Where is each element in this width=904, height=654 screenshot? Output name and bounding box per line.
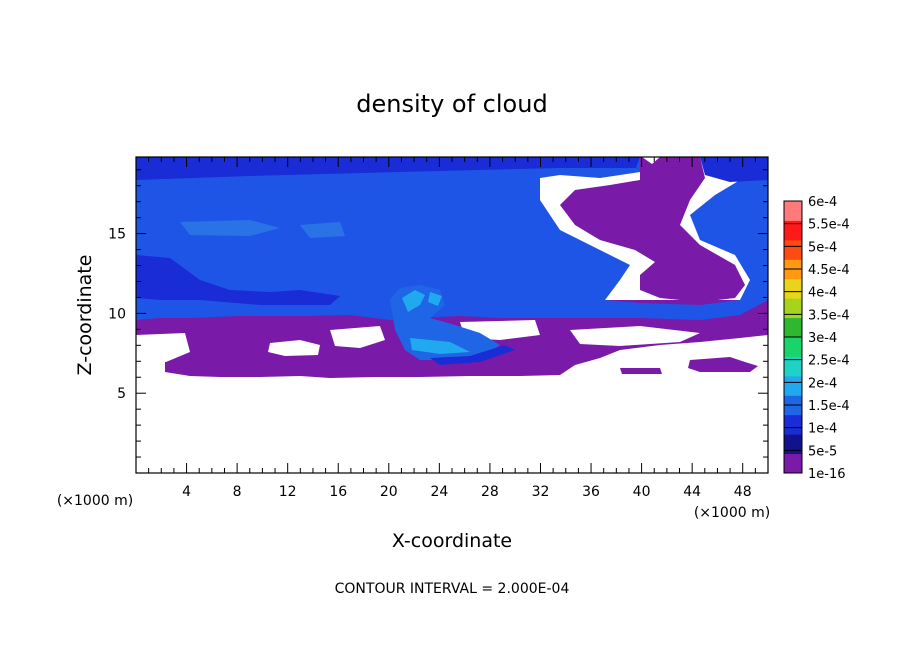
x-unit-label: (×1000 m) [694,505,770,521]
colorbar-label: 1e-16 [808,467,846,482]
colorbar-swatch [784,220,802,241]
colorbar-label: 1.5e-4 [808,399,850,414]
density-field [136,157,768,378]
x-tick-label: 32 [532,484,550,500]
plume-core [402,290,425,312]
colorbar-label: 4.5e-4 [808,263,850,278]
x-tick-label: 16 [329,484,347,500]
chart-title: density of cloud [356,90,547,118]
plume-base [430,345,515,365]
colorbar-swatch [784,201,802,221]
x-tick-label: 24 [430,484,448,500]
colorbar-swatch [784,453,802,474]
colorbar-swatch [784,356,802,377]
colorbar-label: 2.5e-4 [808,354,850,369]
x-tick-label: 44 [683,484,701,500]
x-tick-label: 36 [582,484,600,500]
cloud-free-hole [570,326,700,346]
x-tick-label: 20 [380,484,398,500]
cloud-free-hole [136,333,190,362]
x-axis-title: X-coordinate [392,530,512,552]
colorbar-label: 6e-4 [808,195,837,210]
plume-core [410,338,470,354]
colorbar-label: 5e-5 [808,444,837,459]
y-tick-label: 10 [108,306,126,322]
contour-interval-note: CONTOUR INTERVAL = 2.000E-04 [335,581,570,597]
colorbar-swatch [784,298,802,319]
x-tick-label: 12 [279,484,297,500]
z-unit-label: (×1000 m) [57,493,133,509]
mid-density-streak [180,220,280,236]
cloud-free-hole [330,326,385,348]
cloud-free-hole [268,340,320,356]
colorbar-swatch [784,337,802,357]
y-tick-label: 15 [108,227,126,243]
colorbar-swatch [784,278,802,299]
upper-edge-band [136,157,640,180]
dark-edge [136,255,340,305]
x-tick-label: 40 [633,484,651,500]
upper-edge-band [700,157,768,182]
colorbar-swatch [784,317,802,338]
x-tick-label: 8 [233,484,242,500]
colorbar-swatch [784,375,802,396]
y-tick-labels: 5 10 15 [108,227,126,403]
colorbar-label: 5e-4 [808,240,837,255]
x-tick-labels: 4 8 12 16 20 24 28 32 36 40 44 48 [182,484,752,500]
y-axis-title: Z-coordinate [74,255,96,376]
colorbar-swatch [784,434,802,455]
upper-cloud-layer [136,157,768,320]
low-density-patch [688,357,758,372]
colorbar-label: 2e-4 [808,376,837,391]
low-density-intrusion [560,157,745,302]
colorbar-label: 4e-4 [808,286,837,301]
colorbar-swatch [784,239,802,260]
colorbar-label: 3.5e-4 [808,308,850,323]
x-tick-label: 28 [481,484,499,500]
tick-marks [136,157,768,473]
y-tick-label: 5 [117,386,126,402]
colorbar-swatch [784,414,802,435]
colorbar: 1e-16 5e-5 1e-4 1.5e-4 2e-4 2.5e-4 3e-4 3.5e-4 4… [783,195,850,482]
colorbar-label: 3e-4 [808,331,837,346]
colorbar-label: 1e-4 [808,422,837,437]
x-tick-label: 48 [734,484,752,500]
mid-density-streak [300,222,345,238]
x-tick-label: 4 [182,484,191,500]
colorbar-label: 5.5e-4 [808,218,850,233]
plume-core [428,292,442,306]
cloud-free-gap [642,157,660,164]
low-density-patch [620,368,662,374]
